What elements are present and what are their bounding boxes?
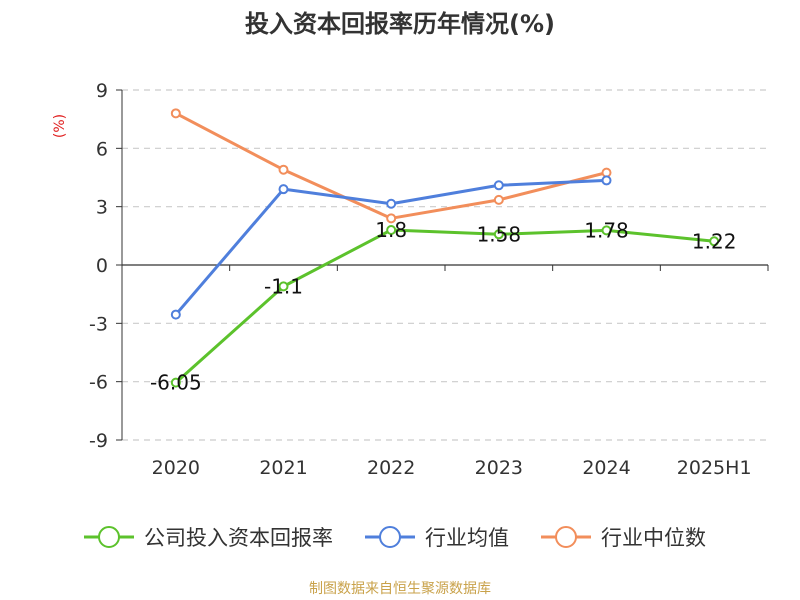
x-tick-label: 2024 [582, 457, 630, 479]
legend[interactable]: 公司投入资本回报率 行业均值 行业中位数 [84, 526, 706, 550]
y-tick-label: 6 [96, 138, 108, 160]
legend-item[interactable]: 行业中位数 [541, 526, 706, 550]
source-note: 制图数据来自恒生聚源数据库 [309, 581, 491, 597]
data-point[interactable] [386, 198, 397, 209]
series-layer [170, 108, 720, 388]
data-labels: -6.05 -1.1 1.8 1.58 1.78 1.22 [150, 218, 736, 395]
y-tick-label: 3 [96, 197, 108, 219]
data-label: -1.1 [264, 274, 303, 298]
data-label: 1.22 [692, 229, 737, 253]
data-label: -6.05 [150, 371, 202, 395]
data-point[interactable] [278, 281, 289, 292]
data-label: 1.8 [375, 218, 407, 242]
data-point[interactable] [493, 229, 504, 240]
x-tick-label: 2023 [475, 457, 523, 479]
data-point[interactable] [709, 236, 720, 247]
legend-item[interactable]: 行业均值 [365, 526, 509, 550]
y-tick-label: -9 [89, 430, 108, 452]
legend-label: 行业中位数 [601, 526, 706, 550]
legend-marker [98, 526, 120, 548]
y-tick-label: -3 [89, 313, 108, 335]
data-point[interactable] [170, 108, 181, 119]
x-tick-label: 2021 [259, 457, 307, 479]
x-tick-label: 2022 [367, 457, 415, 479]
grid-lines [122, 89, 768, 441]
data-point[interactable] [493, 194, 504, 205]
series-line [174, 228, 715, 384]
data-point[interactable] [170, 377, 181, 388]
data-point[interactable] [601, 175, 612, 186]
x-tick-label: 2025H1 [677, 457, 752, 479]
data-point[interactable] [493, 180, 504, 191]
data-point[interactable] [278, 184, 289, 195]
data-label: 1.58 [477, 222, 522, 246]
legend-marker [379, 526, 401, 548]
data-label: 1.78 [584, 218, 629, 242]
y-tick-label: -6 [89, 372, 108, 394]
axes: 9 6 3 0 -3 -6 -9 2020 2021 2022 2023 2024 2025H1 [89, 80, 769, 479]
y-tick-label: 0 [96, 255, 108, 277]
legend-marker [555, 526, 577, 548]
legend-label: 行业均值 [425, 526, 509, 550]
data-point[interactable] [386, 213, 397, 224]
data-point[interactable] [278, 164, 289, 175]
chart-title: 投入资本回报率历年情况(%) [245, 10, 555, 38]
legend-label: 公司投入资本回报率 [144, 526, 333, 550]
data-point[interactable] [601, 225, 612, 236]
data-point[interactable] [386, 225, 397, 235]
data-point[interactable] [170, 309, 181, 320]
y-axis-unit-label: (%) [52, 114, 68, 138]
legend-item[interactable]: 公司投入资本回报率 [84, 526, 333, 550]
y-tick-label: 9 [96, 80, 108, 102]
x-tick-label: 2020 [152, 457, 200, 479]
